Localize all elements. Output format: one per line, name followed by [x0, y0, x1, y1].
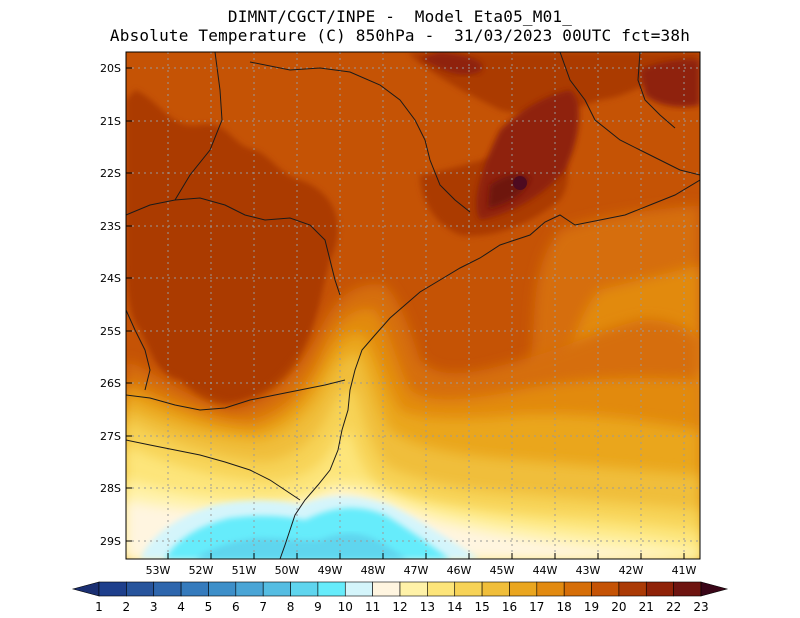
- lon-labels: 53W 52W 51W 50W 49W 48W 47W 46W 45W 44W …: [146, 564, 697, 577]
- colorbar-swatch: [372, 581, 401, 597]
- lon-label: 52W: [189, 564, 214, 577]
- borders: [126, 52, 700, 559]
- colorbar: 1 2 3 4 5 6 7 8 9 10 11 12 13 14 15 16 17 18 19 20 21 22 23: [71, 581, 729, 614]
- colorbar-label: 2: [123, 600, 131, 614]
- state-border-mg-sp: [249, 61, 471, 213]
- colorbar-label: 17: [529, 600, 544, 614]
- coastline: [279, 179, 700, 559]
- lon-label: 42W: [619, 564, 644, 577]
- field-23c-spot: [513, 176, 527, 190]
- lon-label: 53W: [146, 564, 171, 577]
- colorbar-label: 7: [259, 600, 267, 614]
- lat-label: 24S: [100, 272, 121, 285]
- state-border-pr-sc: [126, 379, 346, 411]
- colorbar-label: 14: [447, 600, 462, 614]
- chart-title-line2: Absolute Temperature (C) 850hPa - 31/03/…: [109, 26, 691, 45]
- colorbar-label: 6: [232, 600, 240, 614]
- lat-label: 22S: [100, 167, 121, 180]
- axis-ticks: [126, 67, 685, 559]
- lat-labels: 20S 21S 22S 23S 24S 25S 26S 27S 28S 29S: [100, 62, 121, 548]
- lat-label: 26S: [100, 377, 121, 390]
- colorbar-swatch: [536, 581, 565, 597]
- colorbar-label: 23: [693, 600, 708, 614]
- colorbar-swatch: [235, 581, 264, 597]
- field-21c-northeast: [640, 59, 700, 107]
- state-border-northeast: [637, 52, 676, 129]
- lat-label: 20S: [100, 62, 121, 75]
- state-border-ms-pr: [126, 309, 151, 391]
- lon-label: 48W: [361, 564, 386, 577]
- lat-label: 25S: [100, 325, 121, 338]
- colorbar-label: 22: [666, 600, 681, 614]
- colorbar-label: 12: [392, 600, 407, 614]
- lon-label: 47W: [404, 564, 429, 577]
- lat-label: 27S: [100, 430, 121, 443]
- colorbar-swatch: [509, 581, 538, 597]
- colorbar-label: 5: [205, 600, 213, 614]
- temperature-field: [126, 52, 700, 559]
- map-frame: [125, 51, 701, 560]
- state-border-sc-rs: [126, 439, 301, 501]
- field-21c-north: [420, 52, 483, 75]
- colorbar-swatch: [563, 581, 592, 597]
- colorbar-label: 10: [338, 600, 353, 614]
- colorbar-swatch: [645, 581, 674, 597]
- lon-label: 46W: [447, 564, 472, 577]
- colorbar-label: 20: [611, 600, 626, 614]
- lat-label: 21S: [100, 115, 121, 128]
- colorbar-label: 1: [95, 600, 103, 614]
- colorbar-swatch: [153, 581, 182, 597]
- colorbar-label: 13: [420, 600, 435, 614]
- chart-title-line1: DIMNT/CGCT/INPE - Model Eta05_M01_: [227, 7, 573, 26]
- lat-lon-grid: [126, 52, 700, 559]
- lon-label: 51W: [232, 564, 257, 577]
- colorbar-label: 19: [584, 600, 599, 614]
- colorbar-label: 8: [287, 600, 295, 614]
- lon-label: 41W: [672, 564, 697, 577]
- colorbar-swatch: [427, 581, 456, 597]
- colorbar-arrow-right: [700, 581, 729, 597]
- colorbar-swatch: [481, 581, 510, 597]
- colorbar-swatch: [399, 581, 428, 597]
- lat-label: 23S: [100, 220, 121, 233]
- lat-label: 29S: [100, 535, 121, 548]
- colorbar-label: 16: [502, 600, 517, 614]
- colorbar-label: 15: [474, 600, 489, 614]
- lon-label: 45W: [490, 564, 515, 577]
- colorbar-swatch: [98, 581, 127, 597]
- colorbar-swatch: [126, 581, 155, 597]
- colorbar-swatch: [673, 581, 702, 597]
- colorbar-label: 11: [365, 600, 380, 614]
- state-border-west: [174, 52, 223, 201]
- colorbar-swatch: [454, 581, 483, 597]
- lon-label: 44W: [533, 564, 558, 577]
- colorbar-swatch: [180, 581, 209, 597]
- colorbar-arrow-left: [71, 581, 100, 597]
- colorbar-swatch: [262, 581, 291, 597]
- colorbar-swatch: [208, 581, 237, 597]
- colorbar-swatch: [290, 581, 319, 597]
- state-border-mg-ba: [559, 52, 700, 176]
- colorbar-label: 4: [177, 600, 185, 614]
- colorbar-swatch: [591, 581, 620, 597]
- lat-label: 28S: [100, 482, 121, 495]
- colorbar-label: 21: [639, 600, 654, 614]
- field-8c-south: [195, 533, 410, 559]
- colorbar-label: 9: [314, 600, 322, 614]
- lon-label: 50W: [275, 564, 300, 577]
- field-20c-west: [126, 90, 339, 405]
- lon-label: 49W: [318, 564, 343, 577]
- colorbar-label: 18: [557, 600, 572, 614]
- colorbar-label: 3: [150, 600, 158, 614]
- colorbar-swatch: [317, 581, 346, 597]
- colorbar-swatch: [618, 581, 647, 597]
- lon-label: 43W: [576, 564, 601, 577]
- colorbar-swatch: [344, 581, 373, 597]
